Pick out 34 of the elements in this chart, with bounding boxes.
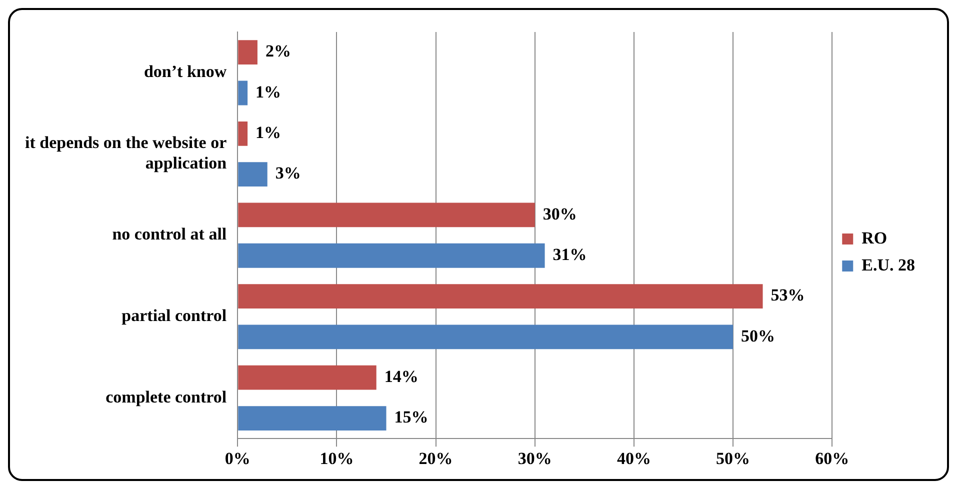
y-tick-label: complete control bbox=[106, 387, 227, 406]
x-tick-label: 0% bbox=[224, 449, 250, 468]
data-label: 1% bbox=[256, 82, 282, 102]
data-label: 53% bbox=[770, 286, 805, 305]
x-tick-label: 40% bbox=[616, 449, 651, 468]
data-label: 31% bbox=[552, 245, 587, 264]
bar bbox=[238, 365, 376, 390]
data-label: 50% bbox=[741, 326, 776, 346]
data-label: 30% bbox=[542, 204, 577, 224]
x-tick-label: 60% bbox=[815, 449, 850, 468]
bar bbox=[238, 202, 535, 228]
bar bbox=[238, 40, 258, 65]
y-tick-label: don’t know bbox=[144, 62, 228, 82]
y-tick-label: no control at all bbox=[112, 224, 227, 244]
bar bbox=[238, 243, 545, 268]
bar bbox=[238, 324, 734, 350]
data-label: 2% bbox=[265, 42, 291, 61]
data-label: 3% bbox=[275, 164, 301, 183]
y-tick-label: it depends on the website or application bbox=[24, 133, 228, 173]
bar bbox=[238, 162, 268, 187]
x-tick-label: 10% bbox=[320, 449, 354, 468]
data-label: 15% bbox=[394, 408, 428, 427]
bar bbox=[238, 406, 386, 430]
x-tick-label: 30% bbox=[518, 449, 552, 468]
y-tick-label: partial control bbox=[122, 306, 227, 326]
bar bbox=[238, 284, 763, 308]
x-tick-label: 50% bbox=[716, 449, 750, 468]
bar bbox=[238, 80, 248, 106]
legend-label: E.U. 28 bbox=[862, 255, 916, 274]
data-label: 14% bbox=[384, 367, 418, 386]
bar bbox=[238, 121, 248, 146]
x-tick-label: 20% bbox=[418, 449, 453, 468]
legend-label: RO bbox=[862, 228, 888, 248]
data-label: 1% bbox=[256, 123, 282, 142]
